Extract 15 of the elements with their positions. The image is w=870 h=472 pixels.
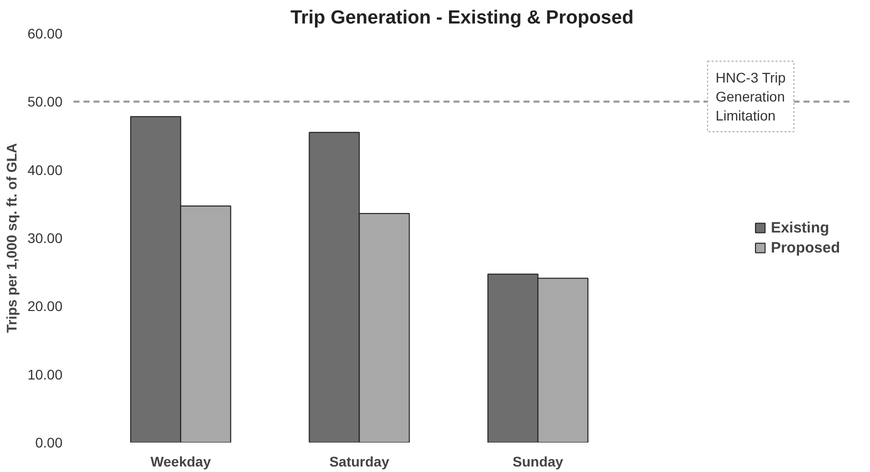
ref-line-label: HNC-3 Trip Generation Limitation [716, 69, 786, 124]
y-tick-label: 40.00 [27, 162, 63, 178]
y-tick-label: 0.00 [35, 434, 63, 450]
x-tick-label: Sunday [512, 454, 564, 470]
y-tick-label: 50.00 [27, 94, 63, 110]
y-tick-label: 20.00 [27, 298, 63, 314]
y-axis-title: Trips per 1,000 sq. ft. of GLA [3, 143, 20, 333]
x-tick-label: Saturday [329, 454, 390, 470]
chart-title: Trip Generation - Existing & Proposed [290, 8, 634, 28]
legend-label: Existing [770, 219, 830, 236]
y-tick-label: 10.00 [27, 366, 63, 382]
legend-label: Proposed [770, 239, 840, 256]
y-tick-label: 60.00 [27, 26, 63, 42]
x-tick-label: Weekday [150, 454, 212, 470]
y-tick-label: 30.00 [27, 230, 63, 246]
